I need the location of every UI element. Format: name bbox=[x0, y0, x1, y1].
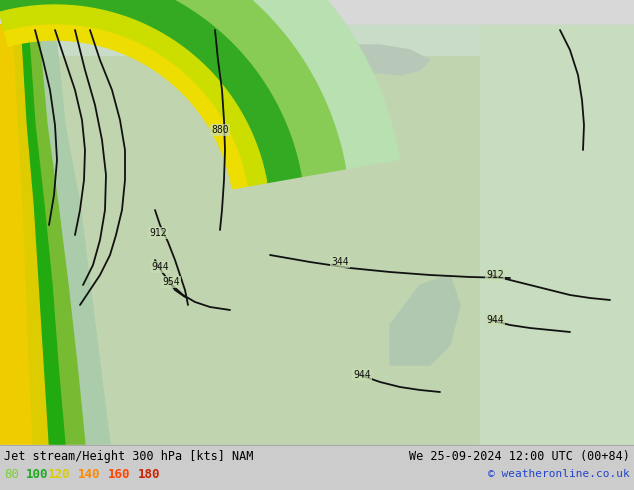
Polygon shape bbox=[0, 25, 65, 445]
Polygon shape bbox=[390, 275, 460, 365]
Text: © weatheronline.co.uk: © weatheronline.co.uk bbox=[488, 469, 630, 479]
Polygon shape bbox=[480, 25, 634, 445]
Text: 60: 60 bbox=[4, 467, 19, 481]
Text: 880: 880 bbox=[211, 125, 229, 135]
Text: 944: 944 bbox=[353, 370, 371, 380]
Polygon shape bbox=[0, 0, 346, 176]
Polygon shape bbox=[320, 45, 430, 75]
Text: 912: 912 bbox=[149, 228, 167, 238]
Text: We 25-09-2024 12:00 UTC (00+84): We 25-09-2024 12:00 UTC (00+84) bbox=[409, 449, 630, 463]
Polygon shape bbox=[0, 5, 267, 186]
Text: 344: 344 bbox=[331, 257, 349, 267]
Text: 120: 120 bbox=[48, 467, 70, 481]
Text: 944: 944 bbox=[486, 315, 504, 325]
Text: 180: 180 bbox=[138, 467, 160, 481]
Polygon shape bbox=[0, 0, 399, 169]
Polygon shape bbox=[0, 445, 634, 490]
Text: 954: 954 bbox=[162, 277, 180, 287]
Text: 912: 912 bbox=[486, 270, 504, 280]
Polygon shape bbox=[0, 0, 301, 183]
Text: 100: 100 bbox=[26, 467, 48, 481]
Text: 80: 80 bbox=[4, 467, 19, 481]
Polygon shape bbox=[0, 25, 32, 445]
Polygon shape bbox=[0, 25, 85, 445]
Polygon shape bbox=[0, 25, 634, 55]
Polygon shape bbox=[0, 25, 110, 445]
Polygon shape bbox=[0, 25, 634, 445]
Text: 140: 140 bbox=[78, 467, 101, 481]
Text: 944: 944 bbox=[151, 262, 169, 272]
Polygon shape bbox=[0, 25, 48, 445]
Text: Jet stream/Height 300 hPa [kts] NAM: Jet stream/Height 300 hPa [kts] NAM bbox=[4, 449, 254, 463]
Polygon shape bbox=[4, 25, 247, 189]
Text: 160: 160 bbox=[108, 467, 131, 481]
